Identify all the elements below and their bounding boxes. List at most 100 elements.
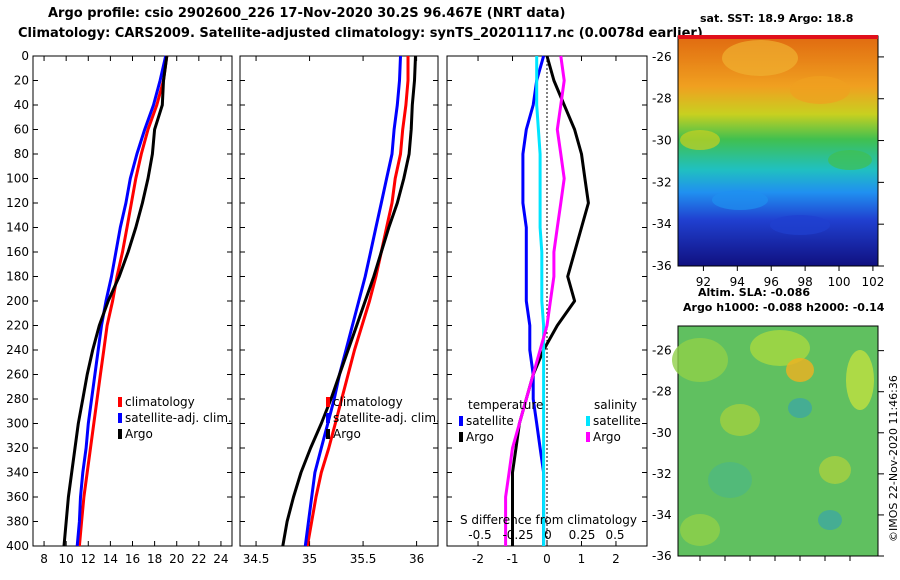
panel-salinity: 34.5 35 35.5 36: [239, 55, 439, 566]
legend-swatch: [586, 416, 590, 426]
x-tick-label: 8: [40, 552, 48, 566]
sst-y-tick-label: -36: [652, 259, 672, 273]
series-line-salinity-argo: [504, 55, 566, 546]
x-tick-label: 14: [103, 552, 118, 566]
sst-map-title: sat. SST: 18.9 Argo: 18.8: [700, 12, 854, 25]
sla-y-tick-label: -30: [652, 426, 672, 440]
depth-tick-label: 120: [6, 196, 29, 210]
depth-tick-label: 320: [6, 441, 29, 455]
depth-tick-label: 0: [21, 49, 29, 63]
legend-swatch: [459, 432, 463, 442]
depth-tick-label: 220: [6, 319, 29, 333]
title-line-2: Climatology: CARS2009. Satellite-adjuste…: [18, 26, 703, 41]
x-tick-label: 18: [147, 552, 162, 566]
legend-swatch: [118, 397, 122, 407]
x-tick-label: 35.5: [350, 552, 377, 566]
legend-salinity-header: salinity: [594, 398, 637, 412]
sla-y-tick-label: -32: [652, 467, 672, 481]
panel-temperature: 8 10 12 14 16 18 20 22 24: [32, 55, 233, 566]
legend-swatch: [326, 429, 330, 439]
legend-difference: temperature salinity satellite Argo satellit…: [459, 398, 641, 542]
title-line-1: Argo profile: csio 2902600_226 17-Nov-20…: [48, 6, 566, 21]
sst-x-tick-label: 92: [696, 275, 711, 289]
depth-tick-label: 400: [6, 539, 29, 553]
sla-texture: [672, 338, 728, 382]
sst-texture: [790, 76, 850, 104]
series-line-argo: [62, 55, 169, 547]
x-tick-label: 2: [612, 552, 620, 566]
series-line-salinity-satellite: [535, 56, 546, 546]
legend-label: satellite-adj. clim.: [333, 411, 440, 425]
x-tick-label: 10: [59, 552, 74, 566]
depth-tick-label: 240: [6, 343, 29, 357]
x-tick-label: 0: [543, 552, 551, 566]
legend-label: Argo: [466, 430, 494, 444]
legend-swatch: [586, 432, 590, 442]
series-line-climatology: [305, 56, 410, 547]
panel-difference-from-climatology: -2 -1 0 1 2: [446, 55, 648, 566]
sst-texture: [712, 190, 768, 210]
sla-texture: [720, 404, 760, 436]
x-tick-label: 22: [191, 552, 206, 566]
sst-x-tick-label: 94: [730, 275, 745, 289]
sla-texture: [786, 358, 814, 382]
sla-map-title-1: Altim. SLA: -0.086: [698, 286, 811, 299]
panel-frame: [32, 55, 233, 547]
panel-frame: [239, 55, 439, 547]
sst-y-tick-label: -26: [652, 50, 672, 64]
series-line-satellite-adj-clim-: [75, 55, 168, 547]
sst-y-tick-label: -28: [652, 92, 672, 106]
salinity-scale-label: S difference from climatology: [460, 513, 637, 527]
series-line-temperature-argo: [511, 55, 590, 546]
sla-y-tick-label: -28: [652, 385, 672, 399]
sla-texture: [819, 456, 851, 484]
x-tick-label: 1: [578, 552, 586, 566]
legend-label: satellite-adj. clim.: [125, 411, 232, 425]
x-tick-label: 24: [213, 552, 228, 566]
depth-tick-label: 160: [6, 245, 29, 259]
depth-tick-label: 80: [14, 147, 29, 161]
sla-texture: [788, 398, 812, 418]
depth-tick-label: 100: [6, 172, 29, 186]
depth-tick-label: 40: [14, 98, 29, 112]
map-panels: 92 94 96 98 100 102 -26 -28 -30 -32 -34 -36 -26 -28 -3…: [652, 35, 884, 563]
x-tick-label: -2: [472, 552, 484, 566]
legend-label: Argo: [593, 430, 621, 444]
legend-swatch: [459, 416, 463, 426]
depth-tick-label: 180: [6, 270, 29, 284]
imos-credit: ©IMOS 22-Nov-2020 11:46:36: [887, 375, 900, 542]
x-tick-label: 34.5: [243, 552, 270, 566]
x-tick-label: 12: [81, 552, 96, 566]
legend-swatch: [326, 413, 330, 423]
sla-texture: [750, 330, 810, 366]
sst-y-tick-label: -32: [652, 175, 672, 189]
sla-map: -26 -28 -30 -32 -34 -36: [652, 325, 884, 563]
legend-swatch: [118, 413, 122, 423]
depth-tick-label: 360: [6, 490, 29, 504]
legend-label: climatology: [125, 395, 195, 409]
depth-tick-label: 140: [6, 221, 29, 235]
x-tick-label: 20: [169, 552, 184, 566]
sst-x-tick-label: 100: [828, 275, 851, 289]
depth-tick-label: 340: [6, 466, 29, 480]
legend-label: satellite: [593, 414, 641, 428]
depth-tick-label: 260: [6, 368, 29, 382]
salinity-scale-tick: 0.25: [569, 528, 596, 542]
x-tick-label: -1: [507, 552, 519, 566]
salinity-scale-tick: -0.25: [502, 528, 533, 542]
sla-y-tick-label: -36: [652, 549, 672, 563]
depth-tick-label: 60: [14, 123, 29, 137]
sla-texture: [680, 514, 720, 546]
depth-tick-label: 20: [14, 74, 29, 88]
sst-texture: [680, 130, 720, 150]
depth-tick-label: 280: [6, 392, 29, 406]
sst-texture: [828, 150, 872, 170]
depth-tick-label: 380: [6, 515, 29, 529]
x-tick-label: 36: [409, 552, 424, 566]
sst-texture: [770, 215, 830, 235]
legend-panel-2: climatology satellite-adj. clim. Argo: [326, 395, 440, 441]
series-line-satellite-adj-clim-: [303, 55, 402, 547]
sla-y-tick-label: -34: [652, 508, 672, 522]
salinity-scale-tick: 0: [544, 528, 552, 542]
